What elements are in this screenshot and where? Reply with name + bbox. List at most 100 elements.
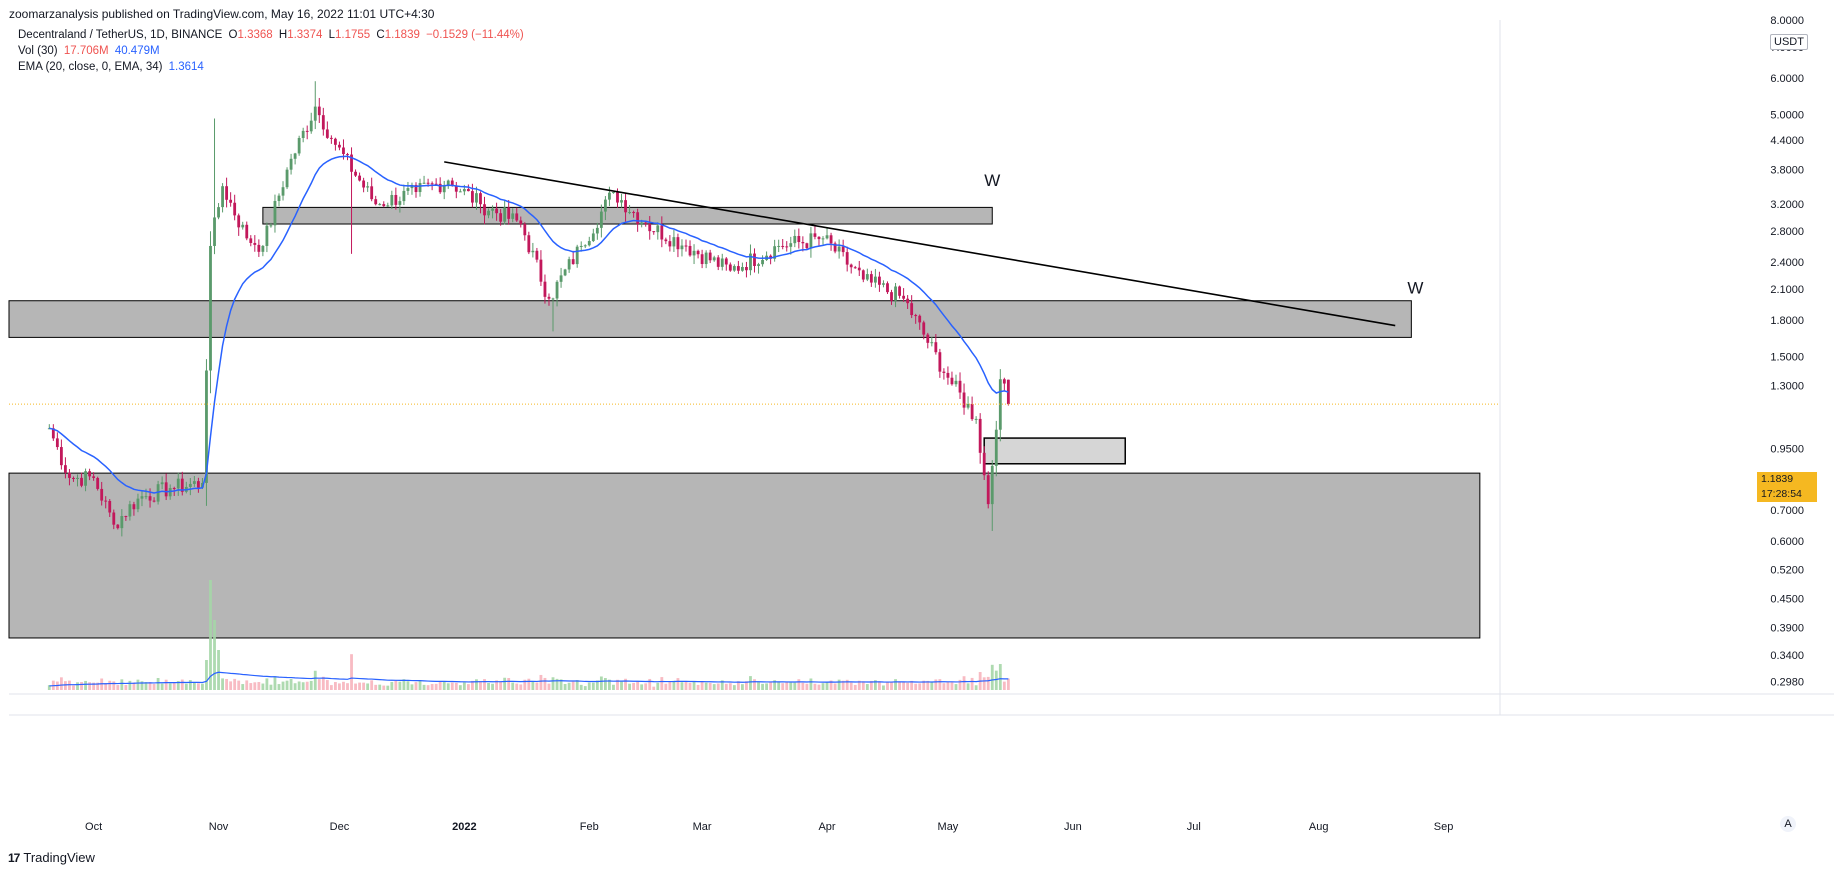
candle-body — [716, 257, 720, 267]
volume-bar — [704, 682, 708, 690]
candle-body — [426, 182, 430, 184]
volume-bar — [426, 685, 430, 690]
footer-brand[interactable]: 17 TradingView — [8, 850, 95, 865]
candle-body — [571, 259, 575, 265]
candle-body — [620, 200, 623, 203]
candle-body — [84, 471, 87, 486]
volume-bar — [257, 682, 261, 690]
zones[interactable] — [8, 206, 1481, 639]
candle-body — [100, 488, 104, 501]
candle-body — [781, 245, 785, 247]
ema-legend[interactable]: EMA (20, close, 0, EMA, 34) 1.3614 — [18, 61, 204, 73]
candle-body — [269, 225, 273, 227]
volume-bar — [865, 684, 869, 690]
zone-rect[interactable] — [983, 437, 1126, 465]
volume-bar — [527, 678, 531, 690]
volume-bar — [76, 682, 79, 690]
candle-body — [148, 496, 152, 501]
volume-bar — [757, 682, 760, 690]
volume-bar — [47, 685, 51, 690]
volume-bar — [269, 684, 273, 690]
candle-body — [422, 182, 426, 184]
candle-body — [338, 144, 341, 148]
volume-legend[interactable]: Vol (30) 17.706M 40.479M — [18, 45, 160, 57]
volume-bar — [551, 677, 555, 690]
publish-info: zoomarzanalysis published on TradingView… — [9, 7, 435, 21]
volume-bar — [209, 580, 212, 690]
volume-bar — [946, 682, 950, 690]
zone-rect[interactable] — [262, 206, 993, 225]
candle-body — [261, 245, 265, 252]
volume-bar — [781, 683, 785, 690]
candle-body — [325, 129, 329, 138]
volume-bar — [325, 680, 329, 690]
time-axis[interactable]: Oct Nov Dec 2022 Feb Mar Apr May Jun Jul Aug Sep — [85, 821, 1453, 833]
symbol-legend[interactable]: Decentraland / TetherUS, 1D, BINANCE O1.… — [18, 29, 524, 41]
candles — [47, 81, 1010, 537]
price-tick-label: 0.6000 — [1770, 536, 1804, 548]
low-label: L — [328, 29, 335, 41]
volume-bar — [507, 677, 511, 690]
candle-body — [547, 296, 551, 299]
volume-bar — [934, 679, 938, 690]
volume-bar — [724, 683, 728, 690]
candle-body — [672, 237, 676, 247]
candle-body — [72, 477, 75, 479]
candle-body — [595, 227, 599, 234]
time-tick-label: Feb — [580, 821, 599, 833]
candle-body — [878, 276, 881, 285]
candle-body — [104, 500, 108, 502]
candle-body — [64, 465, 67, 473]
open-label: O — [228, 29, 238, 41]
auto-scale-button[interactable]: A — [1780, 816, 1796, 832]
volume-bar — [366, 683, 370, 690]
candle-body — [563, 269, 567, 276]
candle-body — [241, 224, 245, 228]
candle-body — [692, 250, 696, 256]
zone-rect[interactable] — [8, 300, 1412, 338]
time-tick-label: Aug — [1309, 821, 1329, 833]
volume-bar — [571, 681, 575, 690]
volume-bar — [402, 679, 406, 690]
ema-label: EMA (20, close, 0, EMA, 34) — [18, 61, 163, 73]
candle-body — [350, 154, 353, 172]
volume-bar — [442, 681, 446, 690]
candle-body — [668, 241, 672, 247]
volume-bar — [789, 682, 793, 690]
price-axis[interactable]: 8.00007.00006.00005.00004.40003.80003.20… — [1770, 15, 1804, 688]
volume-bar — [277, 684, 281, 690]
drawings[interactable]: WW — [9, 161, 1500, 405]
volume-bar — [350, 654, 353, 690]
volume-bar — [487, 683, 490, 690]
open-value: 1.3368 — [237, 29, 273, 41]
price-tick-label: 3.8000 — [1770, 165, 1804, 177]
candle-body — [773, 246, 777, 259]
unit-label[interactable]: USDT — [1770, 34, 1808, 50]
candle-body — [978, 418, 982, 453]
volume-bars — [47, 580, 1010, 690]
candle-body — [801, 242, 805, 244]
candle-body — [652, 231, 656, 233]
volume-bar — [140, 681, 144, 690]
candle-body — [894, 286, 897, 301]
candle-body — [644, 222, 648, 225]
volume-bar — [708, 683, 712, 690]
time-tick-label: Apr — [818, 821, 835, 833]
zone-rect[interactable] — [8, 472, 1481, 639]
volume-bar — [245, 680, 249, 690]
volume-bar — [938, 679, 942, 690]
volume-bar — [535, 682, 539, 690]
volume-bar — [1002, 681, 1006, 690]
volume-bar — [241, 684, 245, 690]
candle-body — [994, 429, 998, 466]
volume-bar — [902, 682, 906, 690]
volume-bar — [172, 682, 176, 690]
candle-body — [934, 342, 938, 353]
volume-bar — [503, 677, 507, 690]
candle-body — [140, 496, 144, 499]
candle-body — [507, 207, 511, 219]
volume-bar — [285, 680, 289, 690]
price-tick-label: 2.1000 — [1770, 284, 1804, 296]
volume-bar — [998, 664, 1002, 690]
